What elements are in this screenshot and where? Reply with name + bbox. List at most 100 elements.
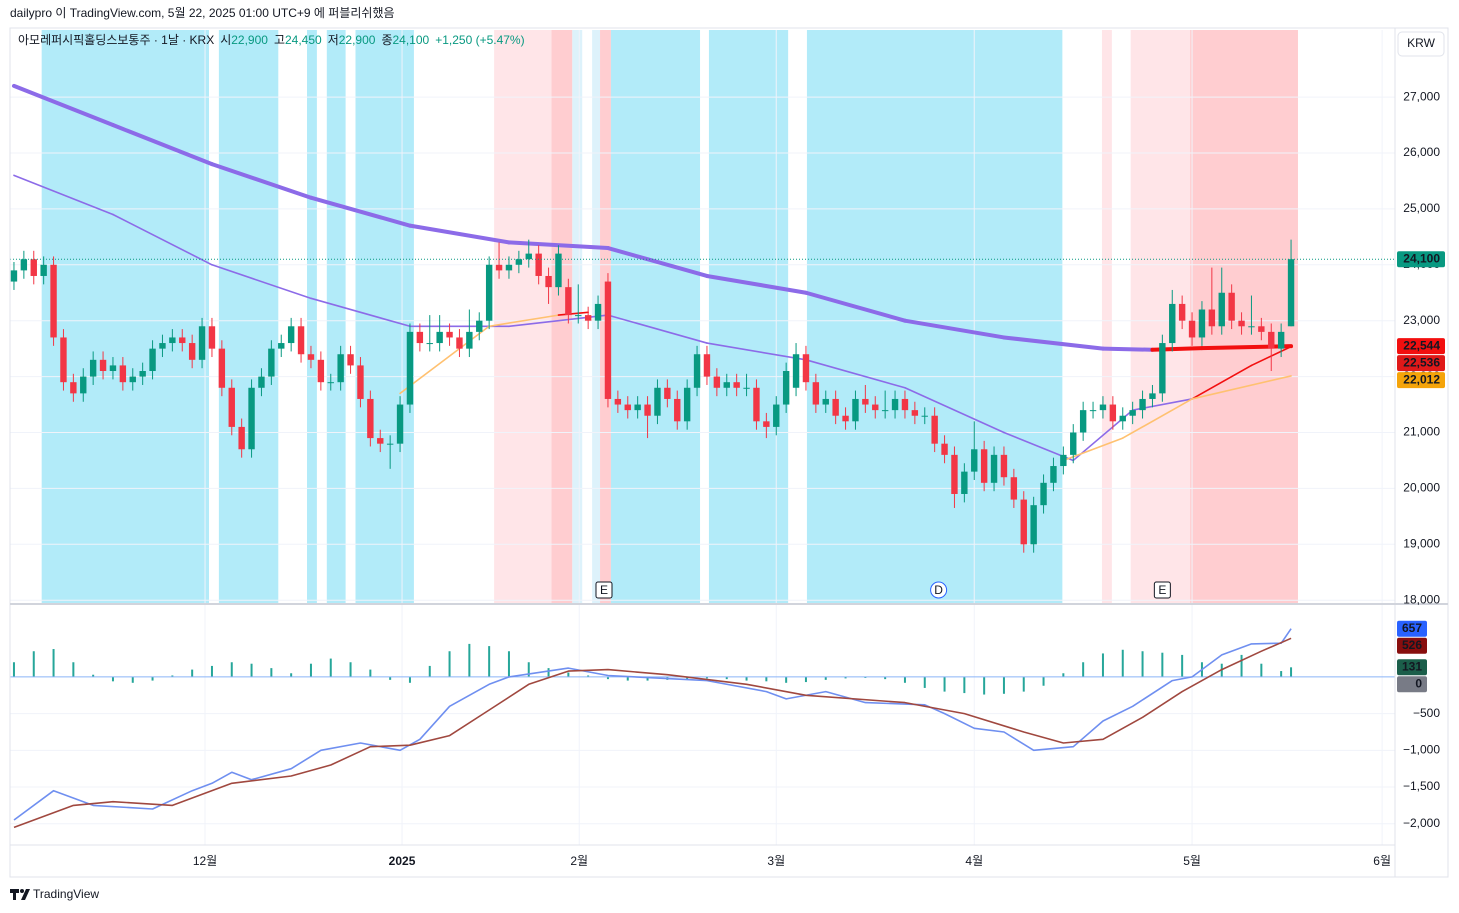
- histogram-bar: [230, 662, 233, 677]
- zone: [708, 30, 789, 603]
- candle-body: [515, 259, 523, 265]
- candle-body: [357, 365, 364, 399]
- candle-body: [208, 326, 216, 349]
- candle-body: [50, 264, 57, 338]
- moving-average: [13, 174, 114, 216]
- event-label: E: [600, 583, 608, 597]
- moving-average: [508, 314, 609, 328]
- candle-body: [1079, 410, 1087, 433]
- footer-brand: TradingView: [33, 887, 99, 901]
- candle-body: [218, 348, 226, 388]
- moving-average: [11, 83, 115, 128]
- currency-button[interactable]: [1397, 31, 1445, 57]
- candle-body: [1030, 505, 1037, 545]
- candle-body: [287, 326, 295, 344]
- moving-average: [803, 290, 907, 323]
- candle-body: [881, 410, 889, 412]
- candle-body: [258, 376, 265, 388]
- histogram-bar: [171, 675, 174, 677]
- y-tick-label: 25,000: [1403, 201, 1440, 215]
- symbol-line: 아모레퍼시픽홀딩스보통주 · 1날 · KRX 시22,900 고24,450 저22…: [18, 33, 525, 47]
- moving-average: [112, 213, 213, 266]
- symbol: 아모레퍼시픽홀딩스보통주 · 1날 · KRX: [18, 33, 214, 47]
- y-tick-label: −1,000: [1403, 742, 1440, 756]
- candle-body: [40, 264, 47, 276]
- histogram-bar: [1181, 654, 1184, 677]
- histogram-bar: [52, 649, 55, 677]
- histogram-bar: [131, 676, 134, 683]
- x-tick-label: 3월: [767, 854, 785, 868]
- candle-body: [575, 315, 582, 317]
- y-tick-label: 26,000: [1403, 145, 1440, 159]
- candle-body: [159, 343, 166, 349]
- histogram-bar: [983, 676, 986, 695]
- candle-body: [1277, 331, 1285, 349]
- moving-average: [704, 273, 808, 295]
- moving-average: [407, 223, 511, 245]
- histogram-bar: [686, 676, 689, 680]
- currency[interactable]: KRW: [1407, 36, 1435, 50]
- moving-average: [605, 246, 709, 278]
- candle-body: [426, 343, 433, 345]
- candle-body: [1159, 343, 1166, 394]
- y-tick-label: −2,000: [1403, 816, 1440, 830]
- price-label-box: [1397, 355, 1445, 372]
- macd-line: [13, 637, 1292, 829]
- x-tick-label: 5월: [1183, 854, 1201, 868]
- price-label: 22,012: [1403, 372, 1440, 386]
- x-tick-label: 2월: [570, 854, 588, 868]
- candle-body: [1129, 410, 1136, 416]
- candle-body: [1089, 410, 1097, 412]
- candle-body: [278, 343, 285, 349]
- candle-body: [30, 259, 37, 276]
- candle-body: [495, 264, 503, 271]
- candle-body: [1218, 292, 1225, 327]
- candle-body: [812, 382, 820, 405]
- candle-body: [713, 376, 721, 388]
- candle-body: [1228, 292, 1235, 321]
- moving-average: [310, 297, 411, 328]
- histogram-bar: [507, 651, 510, 677]
- candle-body: [505, 264, 513, 271]
- event-marker: [1153, 581, 1171, 599]
- candle-body: [268, 348, 275, 377]
- tradingview-logo: [10, 889, 30, 900]
- candle-body: [1139, 398, 1146, 411]
- candle-body: [466, 331, 473, 349]
- axis-labels: 18,00019,00020,00021,00022,00023,00024,0…: [193, 89, 1445, 868]
- histogram-bar: [329, 658, 332, 677]
- histogram-bar: [468, 643, 471, 677]
- candle-body: [1070, 432, 1077, 455]
- candle-body: [476, 320, 483, 332]
- y-tick-label: 23,000: [1403, 313, 1440, 327]
- candle-body: [1040, 482, 1047, 506]
- histogram-bar: [1141, 651, 1144, 677]
- candle-body: [456, 337, 463, 349]
- ohlc-key: 종: [381, 33, 392, 47]
- zone: [610, 30, 701, 603]
- candle-body: [1258, 326, 1265, 332]
- value-label: 0: [1415, 676, 1422, 690]
- event-label: D: [934, 583, 943, 597]
- value-label: 526: [1402, 638, 1422, 652]
- candle-body: [89, 359, 97, 377]
- candle-body: [733, 382, 740, 388]
- candle-body: [535, 253, 542, 276]
- moving-average: [1191, 375, 1292, 400]
- candle-body: [901, 398, 909, 411]
- candle-body: [1010, 477, 1018, 500]
- moving-average: [706, 342, 807, 361]
- macd-line: [13, 628, 1292, 821]
- value-label: 657: [1402, 621, 1422, 635]
- value-label-box: [1397, 637, 1427, 654]
- candle-body: [1020, 499, 1027, 545]
- zone: [551, 30, 573, 603]
- y-tick-label: 18,000: [1403, 592, 1440, 606]
- candle-body: [1238, 320, 1245, 327]
- histogram-bar: [1002, 676, 1005, 694]
- event-marker: [595, 581, 613, 599]
- histogram-bar: [1240, 654, 1243, 677]
- histogram-bar: [92, 674, 95, 677]
- histogram-bar: [1082, 662, 1085, 677]
- moving-average: [607, 314, 708, 344]
